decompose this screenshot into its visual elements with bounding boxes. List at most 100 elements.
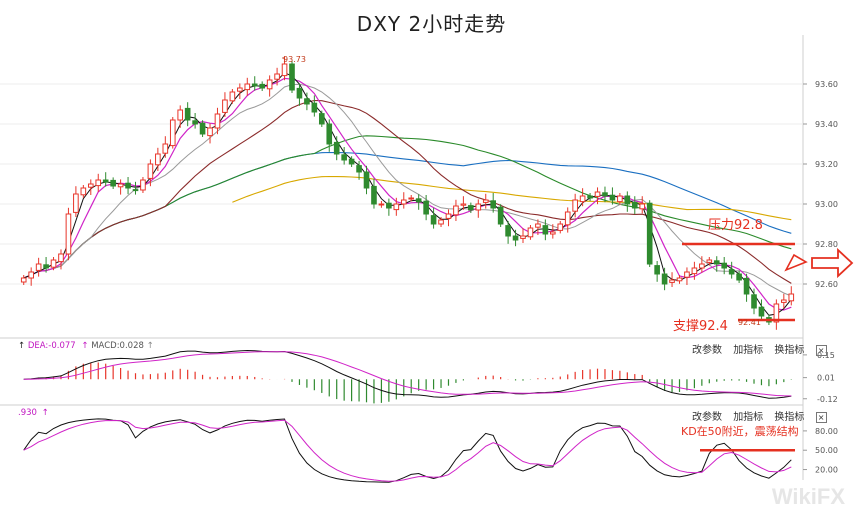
macd-toolbar: 改参数 加指标 换指标 × xyxy=(692,341,827,356)
candle-body xyxy=(691,267,698,275)
kdj-panel xyxy=(23,418,795,483)
candle-body xyxy=(669,279,675,283)
candle-body xyxy=(266,79,273,90)
candle-body xyxy=(393,203,400,211)
y-tick-label: 93.60 xyxy=(815,80,838,89)
kdj-toolbar: 改参数 加指标 换指标 × xyxy=(692,408,827,423)
candle-body xyxy=(244,83,251,91)
kdj-tick-label: 20.00 xyxy=(815,466,838,475)
kdj-tick-label: 50.00 xyxy=(815,446,838,455)
candle-body xyxy=(162,143,169,154)
candle-body xyxy=(751,294,757,309)
candle-body xyxy=(378,203,385,206)
candle-body xyxy=(661,273,668,285)
macd-panel xyxy=(23,349,792,404)
k-line xyxy=(23,418,792,483)
candle-body xyxy=(237,87,243,92)
candle-body xyxy=(371,185,377,205)
candle-body xyxy=(438,219,444,225)
candle-body xyxy=(624,195,631,205)
candle-body xyxy=(445,213,452,219)
d-line xyxy=(23,419,792,482)
candle-body xyxy=(259,83,265,89)
modify-params-button[interactable]: 改参数 xyxy=(692,412,722,423)
candle-body xyxy=(743,277,750,295)
watermark-logo: WikiFX xyxy=(771,484,845,509)
dea-value: DEA:-0.077 xyxy=(27,341,76,351)
switch-indicator-button[interactable]: 换指标 xyxy=(774,345,805,356)
low-label: 92.41 xyxy=(738,318,761,327)
kd-annotation: KD在50附近，震荡结构 xyxy=(681,425,799,438)
candle-body xyxy=(423,200,429,215)
candle-body xyxy=(184,107,191,121)
close-icon[interactable]: × xyxy=(815,411,827,423)
candle-body xyxy=(736,273,742,281)
candle-body xyxy=(348,158,355,165)
candle-body xyxy=(468,205,474,211)
candle-body xyxy=(281,63,288,77)
candle-body xyxy=(497,206,504,225)
candle-body xyxy=(117,183,124,188)
candle-body xyxy=(80,187,87,196)
candle-body xyxy=(758,306,765,317)
candle-body xyxy=(415,198,422,203)
candle-body xyxy=(646,202,653,265)
candle-body xyxy=(169,119,176,147)
add-indicator-button[interactable]: 加指标 xyxy=(733,345,764,356)
macd-tick-label: 0.01 xyxy=(817,374,835,383)
candle-body xyxy=(699,263,705,269)
candle-body xyxy=(676,277,683,282)
dea-line xyxy=(23,351,792,397)
candle-body xyxy=(475,203,482,211)
candle-body xyxy=(587,195,593,199)
candle-body xyxy=(654,265,660,275)
switch-indicator-button[interactable]: 换指标 xyxy=(774,412,805,423)
high-label: 93.73 xyxy=(283,55,306,64)
candle-body xyxy=(87,183,94,188)
candle-body xyxy=(706,259,713,263)
candle-body xyxy=(594,191,601,197)
candle-body xyxy=(289,63,295,91)
y-tick-label: 93.40 xyxy=(815,120,838,129)
candle-body xyxy=(229,91,236,102)
candle-body xyxy=(386,202,392,209)
ma-line-gray xyxy=(23,83,792,297)
candle-body xyxy=(28,271,34,279)
candle-body xyxy=(520,235,526,239)
candle-body xyxy=(356,165,362,173)
candle-body xyxy=(110,179,116,187)
y-tick-label: 92.60 xyxy=(815,280,838,289)
candle-body xyxy=(527,227,534,238)
candle-body xyxy=(125,182,131,189)
candle-body xyxy=(550,231,556,235)
candle-body xyxy=(102,179,109,183)
candle-body xyxy=(505,225,511,237)
candle-body xyxy=(609,194,616,201)
add-indicator-button[interactable]: 加指标 xyxy=(733,412,764,423)
candle-body xyxy=(713,260,720,265)
candle-body xyxy=(207,127,213,137)
candle-body xyxy=(490,200,497,209)
ma-line-black xyxy=(23,72,792,316)
modify-params-button[interactable]: 改参数 xyxy=(692,345,722,356)
candle-body xyxy=(50,259,57,268)
macd-tick-label: -0.12 xyxy=(817,395,838,404)
candle-body xyxy=(557,223,564,231)
candle-body xyxy=(318,113,325,125)
candle-body xyxy=(274,73,280,80)
grid-lines xyxy=(0,35,804,480)
candle-body xyxy=(214,113,221,129)
candle-body xyxy=(251,83,258,87)
candle-body xyxy=(147,163,154,179)
candle-body xyxy=(341,154,347,161)
candle-body xyxy=(721,262,728,269)
resistance-label: 压力92.8 xyxy=(708,218,763,233)
close-icon[interactable]: × xyxy=(815,344,827,356)
candle-body xyxy=(535,223,541,228)
candle-body xyxy=(155,153,161,166)
arrow-right-icon xyxy=(784,247,854,279)
candle-body xyxy=(311,102,318,113)
candle-body xyxy=(639,203,646,210)
y-tick-label: 93.20 xyxy=(815,160,838,169)
support-label: 支撑92.4 xyxy=(673,319,728,334)
